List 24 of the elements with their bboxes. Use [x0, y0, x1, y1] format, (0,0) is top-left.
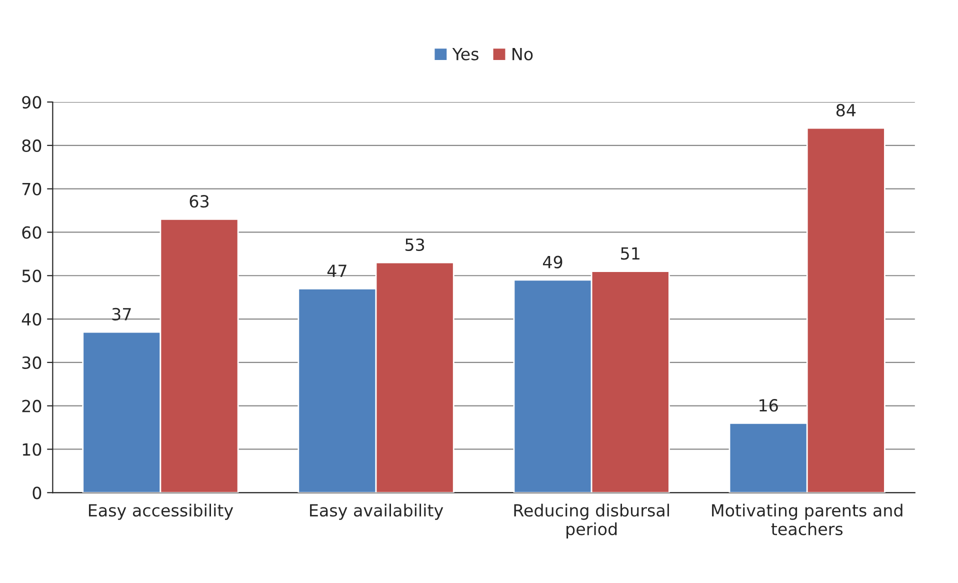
data-label: 16 — [760, 399, 778, 412]
data-label: 49 — [542, 256, 562, 268]
y-tick-label: 20 — [22, 400, 42, 412]
data-label: 37 — [112, 308, 131, 320]
y-tick-label: 60 — [22, 226, 42, 239]
legend-label: Yes — [452, 48, 478, 60]
y-tick-label: 30 — [22, 356, 42, 369]
y-tick-label: 50 — [22, 270, 42, 282]
y-tick-label: 10 — [22, 443, 42, 456]
x-tick-label: Reducing disbursal period — [514, 504, 669, 539]
data-label: 47 — [327, 264, 346, 277]
data-label: 84 — [836, 104, 856, 117]
y-tick-label: 70 — [22, 182, 42, 196]
x-tick-label: Easy availability — [310, 504, 444, 520]
y-tick-label: 90 — [22, 96, 42, 109]
data-label: 53 — [405, 238, 424, 252]
legend-label: No — [512, 48, 533, 60]
data-label: 63 — [190, 195, 209, 208]
data-label: 51 — [621, 247, 640, 260]
y-tick-label: 40 — [22, 312, 42, 326]
y-tick-label: 80 — [22, 139, 42, 152]
x-tick-label: Motivating parents and teachers — [712, 504, 902, 536]
x-tick-label: Easy accessibility — [88, 504, 234, 520]
y-tick-label: 0 — [32, 486, 42, 500]
